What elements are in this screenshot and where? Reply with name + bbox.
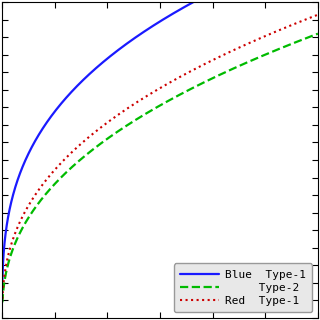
Red  Type-1: [217, 55, 221, 59]
     Type-2: [252, 58, 256, 61]
Red  Type-1: [33, 194, 36, 198]
Red  Type-1: [140, 98, 143, 101]
Legend: Blue  Type-1,      Type-2, Red  Type-1: Blue Type-1, Type-2, Red Type-1: [173, 263, 312, 312]
Blue  Type-1: [128, 39, 132, 43]
     Type-2: [246, 60, 250, 64]
     Type-2: [316, 32, 320, 36]
Red  Type-1: [252, 39, 256, 43]
     Type-2: [217, 73, 221, 77]
Blue  Type-1: [33, 140, 36, 144]
Red  Type-1: [128, 105, 132, 108]
     Type-2: [140, 115, 143, 118]
Line: Blue  Type-1: Blue Type-1: [2, 0, 318, 280]
     Type-2: [0, 300, 4, 304]
Red  Type-1: [0, 297, 4, 301]
Line: Red  Type-1: Red Type-1: [2, 15, 318, 299]
Red  Type-1: [316, 13, 320, 17]
     Type-2: [128, 122, 132, 125]
Line:      Type-2: Type-2: [2, 34, 318, 302]
Red  Type-1: [246, 42, 250, 45]
Blue  Type-1: [140, 32, 143, 36]
     Type-2: [33, 207, 36, 211]
Blue  Type-1: [0, 278, 4, 282]
